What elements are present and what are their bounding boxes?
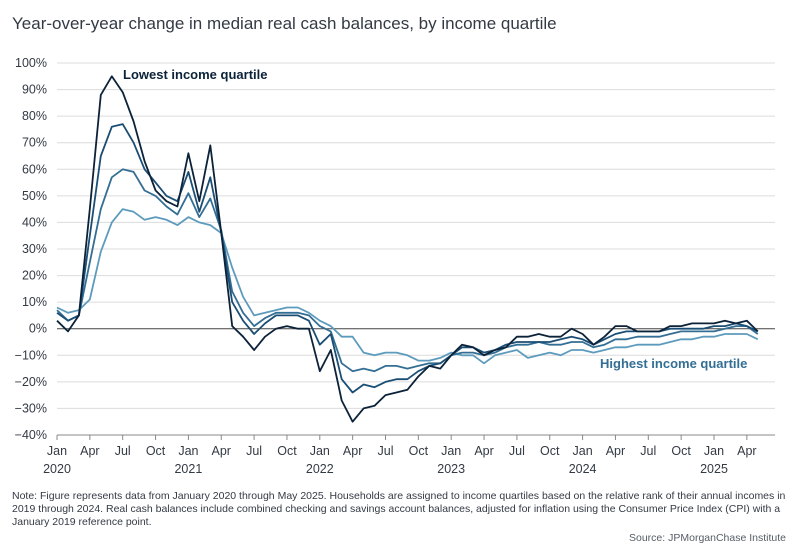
- x-tick-label: Jul: [509, 444, 525, 458]
- x-tick-label: Jan: [704, 444, 724, 458]
- series-labels: Lowest income quartile Highest income qua…: [123, 67, 747, 371]
- x-axis: Jan 2020 Apr Jul Oct Jan 2021 Apr Jul Oct Jan 2022 A…: [43, 434, 775, 476]
- series-line-quartile-2: [56, 123, 759, 394]
- y-tick-label: −10%: [15, 348, 47, 362]
- x-tick-year: 2024: [569, 462, 597, 476]
- line-chart: 100% 90% 80% 70% 60% 50% 40% 30% 20% 10% 0% −10% −20…: [15, 56, 775, 476]
- x-tick-label: Apr: [212, 444, 231, 458]
- y-tick-label: 70%: [22, 136, 47, 150]
- y-tick-label: 30%: [22, 242, 47, 256]
- x-tick-label: Jan: [178, 444, 198, 458]
- x-tick-year: 2022: [306, 462, 334, 476]
- x-tick-label: Apr: [606, 444, 625, 458]
- x-tick-label: Oct: [540, 444, 560, 458]
- y-tick-label: −40%: [15, 428, 47, 442]
- x-tick-label: Apr: [737, 444, 756, 458]
- y-tick-label: 10%: [22, 295, 47, 309]
- x-tick-label: Apr: [343, 444, 362, 458]
- x-tick-label: Apr: [474, 444, 493, 458]
- y-tick-label: 80%: [22, 109, 47, 123]
- y-tick-label: −30%: [15, 401, 47, 415]
- x-tick-year: 2020: [43, 462, 71, 476]
- x-tick-label: Oct: [409, 444, 429, 458]
- label-lowest-quartile: Lowest income quartile: [123, 67, 267, 82]
- y-tick-label: 20%: [22, 269, 47, 283]
- x-tick-label: Jul: [115, 444, 131, 458]
- x-tick-label: Oct: [671, 444, 691, 458]
- source-credit: Source: JPMorganChase Institute: [629, 532, 786, 544]
- footnote: Note: Figure represents data from Januar…: [12, 490, 786, 528]
- chart-title: Year-over-year change in median real cas…: [12, 14, 557, 33]
- y-tick-label: 100%: [15, 56, 47, 70]
- x-tick-label: Apr: [80, 444, 99, 458]
- x-tick-label: Jul: [378, 444, 394, 458]
- x-tick-label: Jul: [246, 444, 262, 458]
- y-axis-ticks: 100% 90% 80% 70% 60% 50% 40% 30% 20% 10% 0% −10% −20…: [15, 56, 47, 442]
- x-tick-year: 2025: [700, 462, 728, 476]
- x-tick-label: Jan: [310, 444, 330, 458]
- y-tick-label: −20%: [15, 375, 47, 389]
- y-tick-label: 40%: [22, 215, 47, 229]
- x-tick-label: Jan: [441, 444, 461, 458]
- x-tick-label: Jan: [47, 444, 67, 458]
- y-tick-label: 0%: [29, 322, 47, 336]
- x-tick-year: 2023: [437, 462, 465, 476]
- y-tick-label: 60%: [22, 162, 47, 176]
- y-tick-label: 90%: [22, 83, 47, 97]
- series-line-lowest-income-quartile: [56, 75, 759, 423]
- label-highest-quartile: Highest income quartile: [600, 356, 747, 371]
- x-tick-label: Jan: [573, 444, 593, 458]
- series-line-highest-income-quartile: [56, 208, 759, 365]
- x-tick-label: Oct: [146, 444, 166, 458]
- y-tick-label: 50%: [22, 189, 47, 203]
- x-tick-label: Oct: [277, 444, 297, 458]
- x-tick-label: Jul: [640, 444, 656, 458]
- series-lines: [56, 75, 759, 423]
- series-line-quartile-3: [56, 168, 759, 373]
- x-tick-year: 2021: [174, 462, 202, 476]
